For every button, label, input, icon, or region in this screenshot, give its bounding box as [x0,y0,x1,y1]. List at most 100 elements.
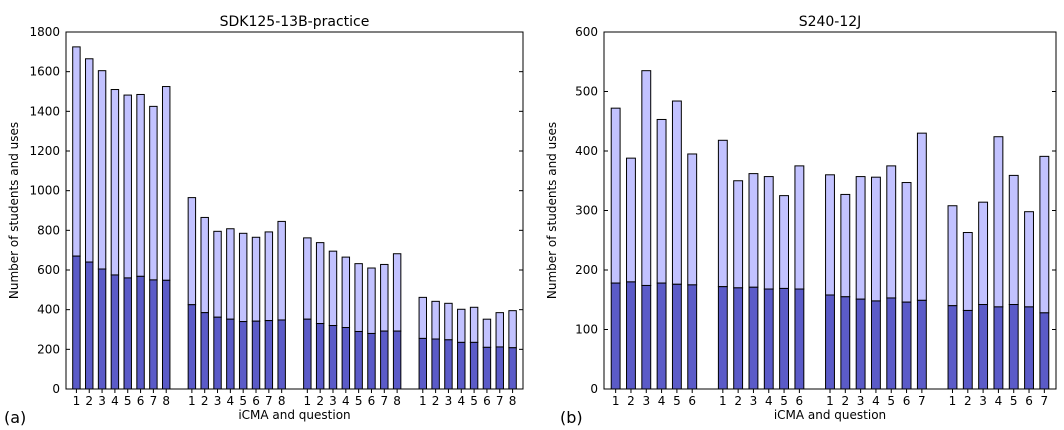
x-tick-label: 1 [949,394,957,408]
x-tick-label: 5 [355,394,363,408]
y-tick-label: 200 [575,263,598,277]
bar-uses-segment [794,165,805,290]
y-tick-label: 0 [590,382,598,396]
bar-uses-segment [444,302,453,341]
bar-students-segment [251,320,261,390]
x-tick-label: 4 [111,394,119,408]
bar-students-segment [870,300,881,390]
bar-uses-segment [825,174,835,296]
bar-students-segment [1024,306,1034,390]
bar-students-segment [444,339,453,390]
x-tick-label: 7 [265,394,273,408]
bar-uses-segment [328,250,338,327]
bar-students-segment [748,286,759,390]
bar-students-segment [855,298,866,390]
bar-uses-segment [354,263,363,332]
bar-students-segment [136,275,145,390]
bar-uses-segment [870,176,881,302]
x-tick-label: 4 [995,394,1003,408]
bar-uses-segment [641,70,652,286]
x-tick-label: 2 [734,394,742,408]
x-tick-label: 6 [137,394,145,408]
y-tick-label: 200 [37,342,60,356]
x-tick-label: 3 [329,394,337,408]
bar-uses-segment [482,318,492,348]
x-tick-label: 8 [278,394,286,408]
x-tick-label: 8 [162,394,170,408]
bar-students-segment [110,274,120,390]
x-tick-label: 2 [316,394,324,408]
x-tick-label: 2 [841,394,849,408]
x-tick-label: 6 [483,394,491,408]
y-tick-label: 600 [37,263,60,277]
x-tick-label: 6 [252,394,260,408]
bar-uses-segment [779,195,790,289]
y-tick-label: 500 [575,85,598,99]
bar-uses-segment [85,58,94,263]
bar-uses-segment [916,132,927,301]
bar-students-segment [303,318,312,390]
bar-uses-segment [1008,174,1019,306]
x-tick-label: 6 [368,394,376,408]
x-tick-label: 5 [887,394,895,408]
x-tick-label: 5 [780,394,788,408]
bar-students-segment [763,288,774,390]
bar-uses-segment [626,157,636,283]
x-axis-label: iCMA and question [774,408,886,422]
x-tick-label: 5 [470,394,478,408]
bar-uses-segment [748,173,759,288]
x-tick-label: 5 [239,394,247,408]
x-tick-label: 5 [673,394,681,408]
bar-students-segment [264,320,274,390]
x-tick-label: 1 [73,394,81,408]
bar-students-segment [916,299,927,390]
bar-uses-segment [136,93,145,277]
x-tick-label: 3 [857,394,865,408]
bar-uses-segment [161,86,171,281]
x-axis-label: iCMA and question [238,408,350,422]
bar-students-segment [85,261,94,390]
y-axis-label: Number of students and uses [7,122,21,299]
x-tick-label: 4 [765,394,773,408]
panel-label: (a) [4,408,26,427]
y-tick-label: 400 [37,303,60,317]
bar-uses-segment [717,139,728,288]
y-tick-label: 600 [575,25,598,39]
bar-uses-segment [886,165,897,299]
chart-title: SDK125-13B-practice [220,14,370,30]
bar-uses-segment [763,176,774,290]
y-tick-label: 0 [52,382,60,396]
bar-students-segment [226,318,235,390]
plot-frame [65,31,524,390]
bar-students-segment [901,301,912,390]
bar-students-segment [779,287,790,390]
bar-uses-segment [187,197,197,306]
bar-students-segment [1008,304,1019,390]
bar-uses-segment [656,118,667,284]
y-tick-label: 100 [575,323,598,337]
x-tick-label: 2 [964,394,972,408]
x-tick-label: 7 [1041,394,1049,408]
bar-students-segment [97,268,107,390]
bar-uses-segment [97,70,107,270]
y-tick-label: 400 [575,144,598,158]
bar-students-segment [947,305,958,390]
bar-students-segment [495,346,504,390]
bar-uses-segment [226,228,235,320]
bar-uses-segment [72,46,81,257]
bar-uses-segment [901,182,912,303]
bar-uses-segment [855,176,866,300]
x-tick-label: 1 [826,394,834,408]
y-tick-label: 800 [37,223,60,237]
x-tick-label: 3 [750,394,758,408]
x-tick-label: 3 [979,394,987,408]
bar-students-segment [328,325,338,390]
bar-students-segment [840,296,851,390]
x-tick-label: 1 [419,394,427,408]
panel-label: (b) [560,408,583,427]
bar-students-segment [671,283,682,390]
x-tick-label: 6 [688,394,696,408]
chart-title: S240-12J [799,14,862,30]
y-tick-label: 1800 [29,25,60,39]
